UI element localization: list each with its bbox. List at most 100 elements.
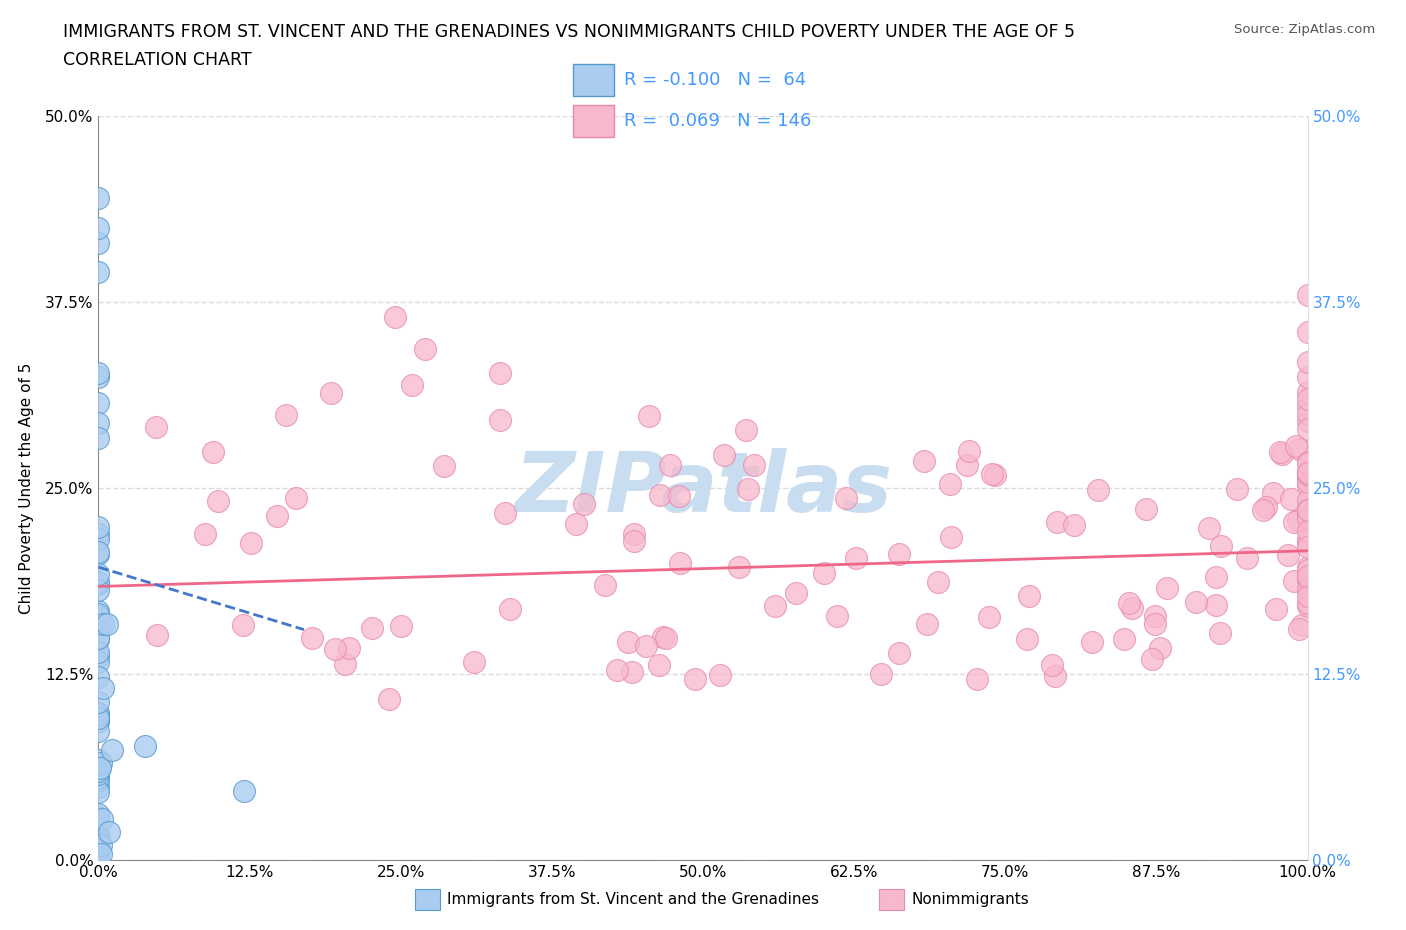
Point <box>207 494 229 509</box>
Point <box>887 547 910 562</box>
Point <box>1205 597 1227 612</box>
Point <box>87 779 110 794</box>
Point <box>1081 634 1104 649</box>
Point <box>134 738 156 753</box>
Point <box>87 191 110 206</box>
Text: R =  0.069   N = 146: R = 0.069 N = 146 <box>624 113 811 130</box>
Point <box>87 526 110 541</box>
Point <box>887 645 910 660</box>
Point <box>1288 442 1310 457</box>
Point <box>593 578 616 592</box>
Point <box>1296 596 1319 611</box>
Point <box>668 488 690 503</box>
Point <box>1296 456 1319 471</box>
Point <box>87 519 110 534</box>
Point <box>966 671 988 686</box>
Point <box>659 458 682 472</box>
Point <box>621 665 644 680</box>
Point <box>1018 589 1040 604</box>
Point <box>87 567 110 582</box>
Point <box>498 602 520 617</box>
Point <box>301 631 323 645</box>
Point <box>1285 438 1308 453</box>
Point <box>87 604 110 618</box>
Point <box>98 825 121 840</box>
Point <box>87 828 110 843</box>
Point <box>742 458 765 472</box>
Point <box>1296 469 1319 484</box>
Text: Immigrants from St. Vincent and the Grenadines: Immigrants from St. Vincent and the Gren… <box>447 892 820 907</box>
Point <box>1296 414 1319 429</box>
Point <box>1296 523 1319 538</box>
Point <box>956 458 979 472</box>
Point <box>1296 463 1319 478</box>
Point <box>494 506 516 521</box>
Point <box>617 634 640 649</box>
Point <box>232 618 254 632</box>
Point <box>87 365 110 380</box>
Point <box>1296 354 1319 369</box>
Point <box>87 766 110 781</box>
Point <box>1198 521 1220 536</box>
Point <box>87 670 110 684</box>
Point <box>87 806 110 821</box>
Point <box>1296 536 1319 551</box>
Point <box>413 341 436 356</box>
Point <box>325 641 347 656</box>
Text: IMMIGRANTS FROM ST. VINCENT AND THE GRENADINES VS NONIMMIGRANTS CHILD POVERTY UN: IMMIGRANTS FROM ST. VINCENT AND THE GREN… <box>63 23 1076 41</box>
Point <box>1284 515 1306 530</box>
Point <box>87 416 110 431</box>
Point <box>87 648 110 663</box>
Point <box>1296 563 1319 578</box>
Point <box>1268 445 1291 459</box>
Point <box>977 609 1000 624</box>
Point <box>87 831 110 846</box>
Point <box>87 546 110 561</box>
Point <box>1282 574 1305 589</box>
Point <box>1135 502 1157 517</box>
Point <box>728 560 751 575</box>
Point <box>1296 598 1319 613</box>
Point <box>90 846 112 861</box>
Point <box>87 577 110 591</box>
Point <box>87 713 110 728</box>
Point <box>87 771 110 786</box>
Point <box>1296 502 1319 517</box>
Point <box>87 631 110 645</box>
Point <box>87 369 110 384</box>
Point <box>1121 601 1143 616</box>
Point <box>1251 502 1274 517</box>
Point <box>1144 608 1167 623</box>
Point <box>87 265 110 280</box>
Point <box>1296 589 1319 604</box>
Point <box>1118 595 1140 610</box>
Point <box>100 742 122 757</box>
Point <box>87 583 110 598</box>
Point <box>1296 467 1319 482</box>
Point <box>709 668 731 683</box>
Point <box>194 526 217 541</box>
Point <box>87 764 110 778</box>
Point <box>1286 512 1309 527</box>
Point <box>1226 482 1249 497</box>
Point <box>93 617 115 631</box>
Text: R = -0.100   N =  64: R = -0.100 N = 64 <box>624 71 807 88</box>
Point <box>488 365 510 380</box>
Point <box>1296 492 1319 507</box>
Point <box>1296 581 1319 596</box>
Point <box>1209 538 1232 553</box>
Point <box>683 672 706 687</box>
Point <box>87 706 110 721</box>
Point <box>638 408 661 423</box>
Point <box>339 641 361 656</box>
Point <box>87 839 110 854</box>
Point <box>87 836 110 851</box>
Point <box>785 586 807 601</box>
Point <box>87 843 110 857</box>
Point <box>1046 514 1069 529</box>
Point <box>1296 287 1319 302</box>
Point <box>87 711 110 725</box>
Text: Nonimmigrants: Nonimmigrants <box>911 892 1029 907</box>
Point <box>1296 466 1319 481</box>
Point <box>87 575 110 590</box>
